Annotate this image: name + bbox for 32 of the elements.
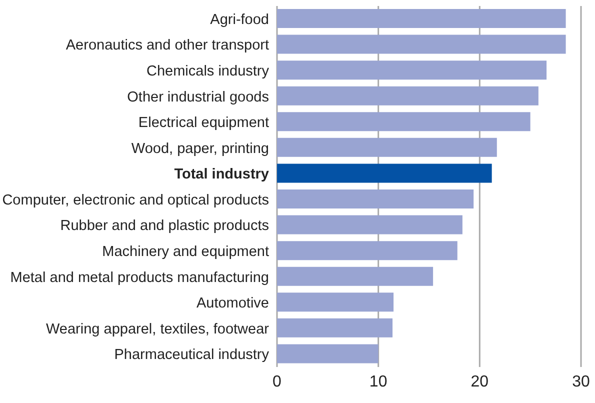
- y-tick-label: Wearing apparel, textiles, footwear: [46, 321, 270, 338]
- y-tick-label: Metal and metal products manufacturing: [10, 270, 269, 286]
- bar: [277, 190, 474, 208]
- y-tick-label: Computer, electronic and optical products: [2, 192, 269, 208]
- x-tick-label: 20: [470, 373, 489, 390]
- y-tick-label: Aeronautics and other transport: [66, 38, 269, 54]
- y-tick-label: Agri-food: [210, 12, 269, 28]
- bar: [277, 60, 547, 80]
- bar: [277, 9, 566, 28]
- bar: [277, 215, 462, 234]
- x-tick-label: 10: [369, 373, 388, 390]
- y-tick-label: Other industrial goods: [127, 89, 269, 106]
- bar: [277, 138, 497, 157]
- bar: [277, 292, 394, 312]
- bar: [277, 34, 566, 54]
- x-tick-label: 0: [272, 373, 282, 390]
- y-tick-label: Wood, paper, printing: [131, 140, 269, 157]
- bar: [277, 112, 530, 132]
- x-tick-label: 30: [572, 373, 590, 390]
- bar: [277, 164, 492, 183]
- y-tick-label: Electrical equipment: [138, 115, 269, 132]
- bar: [277, 86, 538, 106]
- y-tick-label: Total industry: [174, 166, 269, 183]
- bar: [277, 318, 393, 338]
- y-tick-label: Chemicals industry: [146, 63, 270, 80]
- y-tick-label: Automotive: [196, 296, 269, 312]
- y-tick-label: Machinery and equipment: [102, 244, 269, 260]
- bar: [277, 266, 434, 286]
- y-tick-label: Rubber and and plastic products: [60, 218, 269, 234]
- bar: [277, 344, 378, 364]
- bar: [277, 241, 458, 260]
- y-tick-label: Pharmaceutical industry: [114, 347, 270, 364]
